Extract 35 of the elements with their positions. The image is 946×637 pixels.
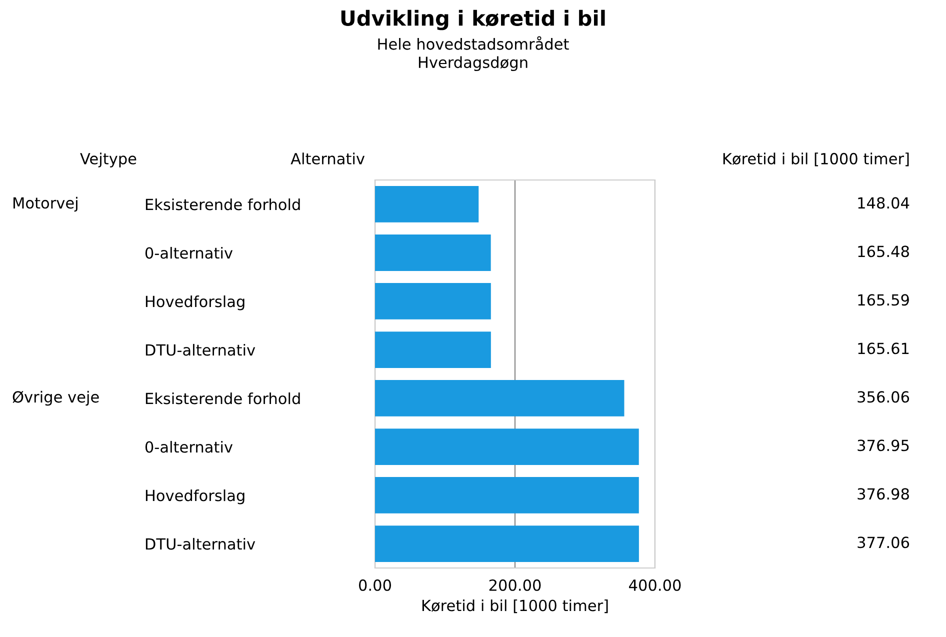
x-tick-label: 400.00 xyxy=(629,579,681,591)
chart-title: Udvikling i køretid i bil xyxy=(341,10,605,30)
data-label: 356.06 xyxy=(858,391,910,403)
bar xyxy=(375,526,639,562)
y-tick-label: Eksisterende forhold xyxy=(146,392,300,404)
x-tick-label: 200.00 xyxy=(489,579,541,591)
data-label: 376.95 xyxy=(858,440,909,452)
bar xyxy=(375,283,491,320)
bar xyxy=(375,332,491,368)
bar xyxy=(375,234,491,271)
text: Vejtype xyxy=(80,152,136,168)
text: Øvrige veje xyxy=(12,390,99,406)
data-label: 165.59 xyxy=(858,294,909,306)
y-tick-label: Hovedforslag xyxy=(146,489,244,504)
data-label: 376.98 xyxy=(858,488,909,500)
x-tick-label: 0.00 xyxy=(359,579,391,591)
text: Alternativ xyxy=(290,152,365,164)
data-label: 377.06 xyxy=(858,536,910,548)
bar xyxy=(375,380,624,416)
bar xyxy=(375,428,639,465)
data-label: 148.04 xyxy=(858,197,910,209)
bar xyxy=(375,477,639,514)
bar xyxy=(375,186,479,222)
y-tick-label: Eksisterende forhold xyxy=(146,198,300,210)
y-tick-label: Hovedforslag xyxy=(146,295,244,310)
y-tick-label: 0-alternativ xyxy=(145,440,233,453)
y-tick-label: 0-alternativ xyxy=(145,246,233,259)
data-label: 165.61 xyxy=(858,342,909,354)
data-label: 165.48 xyxy=(858,246,909,258)
y-tick-label: DTU-alternativ xyxy=(146,538,256,550)
text: Køretid i bil [1000 timer] xyxy=(723,152,909,166)
text: Motorvej xyxy=(14,196,78,212)
x-axis-title: Køretid i bil [1000 timer] xyxy=(422,599,608,614)
chart-subtitle: Hele hovedstadsområdet Hverdagsdøgn xyxy=(378,36,569,72)
y-tick-label: DTU-alternativ xyxy=(146,344,256,356)
